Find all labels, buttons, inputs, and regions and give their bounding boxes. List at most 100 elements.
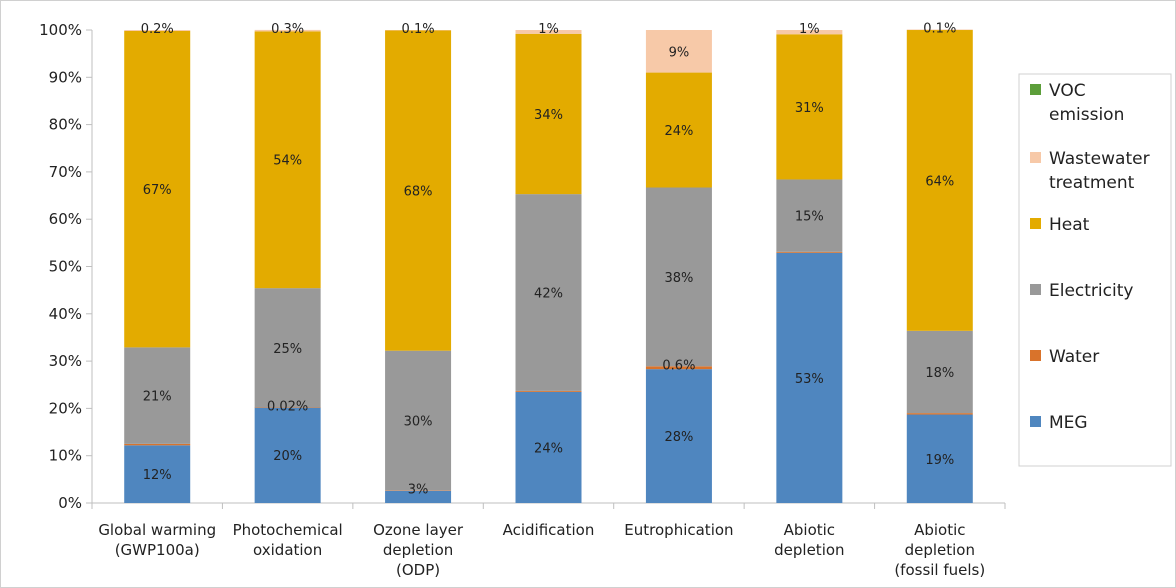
category-label: depletion <box>774 541 844 559</box>
data-label: 68% <box>404 185 433 200</box>
data-label: 67% <box>143 183 172 198</box>
category-label: Ozone layer <box>373 521 464 539</box>
data-label: 64% <box>925 174 954 189</box>
bar-segment <box>254 407 321 503</box>
data-label: 19% <box>925 453 954 468</box>
bar-segment <box>515 194 582 391</box>
bar-segment <box>124 347 191 444</box>
data-label: 31% <box>795 101 824 116</box>
bar-segment <box>254 29 321 32</box>
y-tick-label: 100% <box>39 21 82 39</box>
data-label: 0.1% <box>402 22 435 37</box>
bar-segment <box>385 30 452 31</box>
category-label: Global warming <box>98 521 216 539</box>
legend-label: MEG <box>1049 413 1088 433</box>
bar-segment <box>906 413 973 415</box>
category-label: (ODP) <box>396 561 440 579</box>
y-tick-label: 10% <box>49 447 82 465</box>
label-layer: 12% 21% 67% 0.2% 20% 0.02% 25% 54% 0.3% 3% 30% 68% 0… <box>141 22 957 498</box>
data-label: 0.1% <box>923 22 956 37</box>
y-tick-label: 60% <box>49 210 82 228</box>
category-label: Photochemical <box>233 521 343 539</box>
bar-segment <box>776 30 843 35</box>
y-tick-label: 70% <box>49 163 82 181</box>
data-label: 9% <box>669 45 690 60</box>
y-tick-label: 90% <box>49 68 82 86</box>
data-label: 0.02% <box>267 399 308 414</box>
bar-segment <box>515 391 582 503</box>
bar-layer <box>124 29 973 503</box>
bar-segment <box>515 390 582 392</box>
category-label: (GWP100a) <box>115 541 200 559</box>
data-label: 34% <box>534 108 563 123</box>
legend-label: emission <box>1049 105 1124 125</box>
bar-segment <box>385 30 452 351</box>
y-tick-label: 20% <box>49 399 82 417</box>
bar-segment <box>906 330 973 414</box>
legend: VOC emission Wastewater treatment Heat Electr… <box>1018 73 1172 467</box>
legend-swatch <box>1030 218 1041 229</box>
legend-swatch <box>1030 416 1041 427</box>
y-tick-label: 50% <box>49 258 82 276</box>
legend-label: Electricity <box>1049 281 1133 301</box>
data-label: 21% <box>143 390 172 405</box>
bar-segment <box>776 252 843 503</box>
bar-segment <box>515 33 582 195</box>
bar-segment <box>254 288 321 408</box>
category-label: Abiotic <box>784 521 835 539</box>
data-label: 24% <box>664 124 693 139</box>
data-label: 1% <box>538 22 559 37</box>
bar-segment <box>645 30 712 73</box>
axis-layer: 0% 10% 20% 30% 40% 50% 60% 70% 80% 90% 100% Global … <box>39 21 1006 579</box>
category-label: Eutrophication <box>624 521 733 539</box>
legend-label: VOC <box>1049 81 1086 101</box>
data-label: 12% <box>143 468 172 483</box>
data-label: 1% <box>799 22 820 37</box>
data-label: 0.6% <box>662 358 695 373</box>
bar-segment <box>124 30 191 348</box>
legend-label: Wastewater <box>1049 149 1150 169</box>
legend-swatch <box>1030 152 1041 163</box>
bar-segment <box>645 72 712 188</box>
data-label: 38% <box>664 271 693 286</box>
bar-segment <box>645 187 712 367</box>
category-label: Acidification <box>503 521 595 539</box>
bar-segment <box>124 30 191 31</box>
bar-segment <box>385 490 452 503</box>
bar-segment <box>124 443 191 446</box>
data-label: 25% <box>273 342 302 357</box>
data-label: 18% <box>925 366 954 381</box>
legend-label: Water <box>1049 347 1099 367</box>
y-tick-label: 80% <box>49 116 82 134</box>
data-label: 28% <box>664 430 693 445</box>
legend-swatch <box>1030 284 1041 295</box>
category-label: (fossil fuels) <box>894 561 985 579</box>
bar-segment <box>906 29 973 31</box>
category-label: oxidation <box>253 541 322 559</box>
bar-segment <box>385 490 452 491</box>
data-label: 20% <box>273 449 302 464</box>
category-label: Abiotic <box>914 521 965 539</box>
category-label: depletion <box>905 541 975 559</box>
bar-segment <box>254 407 321 408</box>
data-label: 24% <box>534 441 563 456</box>
data-label: 3% <box>408 483 429 498</box>
data-label: 0.2% <box>141 22 174 37</box>
legend-swatch <box>1030 350 1041 361</box>
y-tick-label: 30% <box>49 352 82 370</box>
legend-label: treatment <box>1049 173 1135 193</box>
y-tick-label: 40% <box>49 305 82 323</box>
bar-segment <box>906 414 973 503</box>
bar-segment <box>385 350 452 491</box>
legend-swatch <box>1030 84 1041 95</box>
data-label: 42% <box>534 287 563 302</box>
bar-segment <box>254 31 321 289</box>
bar-segment <box>645 369 712 503</box>
data-label: 54% <box>273 154 302 169</box>
data-label: 0.3% <box>271 22 304 37</box>
bar-segment <box>645 366 712 370</box>
data-label: 30% <box>404 414 433 429</box>
